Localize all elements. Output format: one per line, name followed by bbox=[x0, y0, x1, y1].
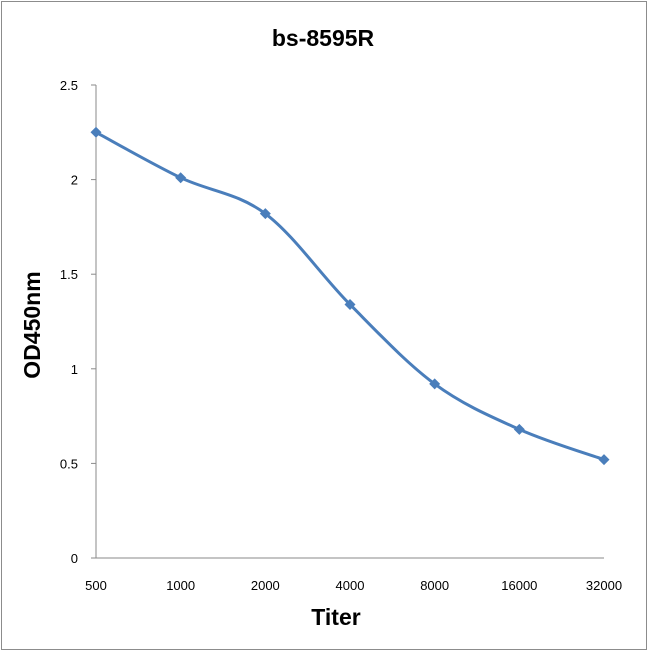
data-point-marker bbox=[344, 298, 356, 310]
y-tick-label: 2.5 bbox=[60, 78, 78, 93]
y-tick-label: 0 bbox=[71, 551, 78, 566]
data-point-marker bbox=[429, 378, 441, 390]
data-point-marker bbox=[259, 208, 271, 220]
x-tick-label: 32000 bbox=[586, 578, 622, 593]
series-line bbox=[94, 130, 606, 462]
x-axis-title: Titer bbox=[311, 604, 360, 630]
x-tick-label: 2000 bbox=[251, 578, 280, 593]
data-point-marker bbox=[90, 126, 102, 138]
x-tick-label: 16000 bbox=[501, 578, 537, 593]
x-tick-label: 1000 bbox=[166, 578, 195, 593]
x-tick-label: 500 bbox=[85, 578, 107, 593]
y-tick-label: 1 bbox=[71, 362, 78, 377]
data-point-marker bbox=[513, 423, 525, 435]
y-tick-label: 2 bbox=[71, 173, 78, 188]
y-tick-label: 0.5 bbox=[60, 456, 78, 471]
y-axis-ticks: 0 0.5 1 1.5 2 2.5 bbox=[60, 78, 96, 566]
x-axis-ticks: 500 1000 2000 4000 8000 16000 32000 bbox=[85, 578, 622, 593]
x-tick-label: 8000 bbox=[420, 578, 449, 593]
x-tick-label: 4000 bbox=[336, 578, 365, 593]
series-markers bbox=[90, 126, 610, 466]
chart-title: bs-8595R bbox=[272, 25, 375, 51]
data-point-marker bbox=[598, 454, 610, 466]
y-axis-title: OD450nm bbox=[19, 271, 45, 378]
y-tick-label: 1.5 bbox=[60, 267, 78, 282]
data-point-marker bbox=[175, 172, 187, 184]
